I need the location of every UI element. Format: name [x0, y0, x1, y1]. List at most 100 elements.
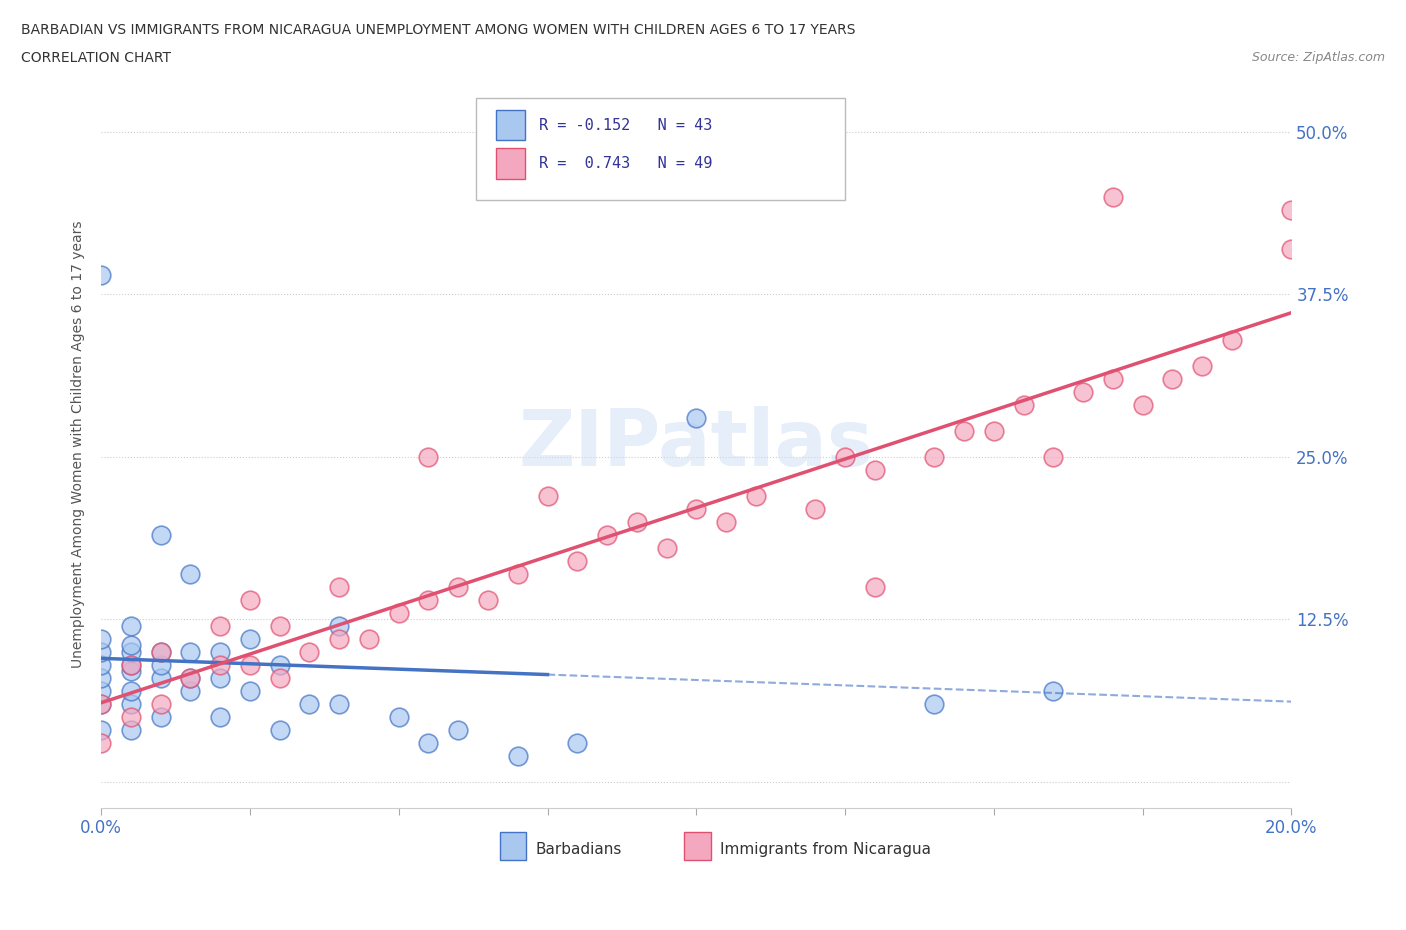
Point: [418, 449, 440, 464]
Point: [357, 631, 380, 646]
Point: [506, 566, 529, 581]
Point: [90, 697, 112, 711]
Text: R =  0.743   N = 49: R = 0.743 N = 49: [538, 156, 713, 171]
Point: [447, 723, 470, 737]
Text: R = -0.152   N = 43: R = -0.152 N = 43: [538, 118, 713, 133]
Point: [328, 631, 350, 646]
Point: [269, 723, 291, 737]
Point: [149, 644, 172, 659]
Point: [745, 488, 768, 503]
Point: [120, 618, 142, 633]
Point: [298, 697, 321, 711]
Point: [120, 658, 142, 672]
Point: [179, 644, 201, 659]
FancyBboxPatch shape: [477, 99, 845, 200]
Point: [1279, 203, 1302, 218]
Point: [90, 684, 112, 698]
Point: [1279, 242, 1302, 257]
Point: [863, 462, 886, 477]
Point: [298, 644, 321, 659]
Point: [655, 540, 678, 555]
Text: Source: ZipAtlas.com: Source: ZipAtlas.com: [1251, 51, 1385, 64]
Point: [477, 592, 499, 607]
Point: [1161, 371, 1184, 386]
Point: [149, 658, 172, 672]
Point: [149, 644, 172, 659]
Point: [90, 658, 112, 672]
Point: [1220, 333, 1243, 348]
Point: [328, 618, 350, 633]
Point: [983, 423, 1005, 438]
Point: [924, 697, 946, 711]
Point: [924, 449, 946, 464]
Point: [209, 658, 232, 672]
Point: [536, 488, 558, 503]
Point: [149, 697, 172, 711]
Point: [418, 736, 440, 751]
Point: [626, 514, 648, 529]
Point: [179, 566, 201, 581]
Point: [567, 736, 589, 751]
Bar: [685, 832, 710, 860]
Point: [90, 697, 112, 711]
Point: [328, 579, 350, 594]
Point: [120, 723, 142, 737]
Point: [120, 638, 142, 653]
Text: Immigrants from Nicaragua: Immigrants from Nicaragua: [720, 842, 931, 857]
Bar: [496, 110, 524, 140]
Point: [179, 671, 201, 685]
Point: [120, 697, 142, 711]
Point: [209, 710, 232, 724]
Point: [269, 658, 291, 672]
Point: [953, 423, 976, 438]
Text: BARBADIAN VS IMMIGRANTS FROM NICARAGUA UNEMPLOYMENT AMONG WOMEN WITH CHILDREN AG: BARBADIAN VS IMMIGRANTS FROM NICARAGUA U…: [21, 23, 856, 37]
Point: [685, 501, 707, 516]
Point: [120, 664, 142, 679]
Point: [714, 514, 737, 529]
Point: [90, 268, 112, 283]
Bar: [501, 832, 526, 860]
Point: [239, 592, 262, 607]
Point: [1191, 358, 1213, 373]
Point: [149, 671, 172, 685]
Point: [90, 631, 112, 646]
Text: ZIPatlas: ZIPatlas: [519, 405, 873, 482]
Point: [209, 618, 232, 633]
Point: [804, 501, 827, 516]
Point: [447, 579, 470, 594]
Point: [209, 644, 232, 659]
Point: [834, 449, 856, 464]
Point: [149, 710, 172, 724]
Point: [90, 723, 112, 737]
Point: [179, 684, 201, 698]
Point: [506, 749, 529, 764]
Point: [120, 710, 142, 724]
Point: [388, 710, 411, 724]
Point: [90, 644, 112, 659]
Point: [1071, 384, 1094, 399]
Point: [1042, 684, 1064, 698]
Point: [90, 671, 112, 685]
Point: [209, 671, 232, 685]
Point: [1132, 397, 1154, 412]
Point: [567, 553, 589, 568]
Bar: [496, 149, 524, 179]
Point: [239, 631, 262, 646]
Point: [239, 658, 262, 672]
Point: [863, 579, 886, 594]
Point: [269, 671, 291, 685]
Y-axis label: Unemployment Among Women with Children Ages 6 to 17 years: Unemployment Among Women with Children A…: [72, 220, 86, 668]
Point: [388, 605, 411, 620]
Point: [685, 410, 707, 425]
Point: [120, 644, 142, 659]
Point: [328, 697, 350, 711]
Point: [239, 684, 262, 698]
Point: [1012, 397, 1035, 412]
Point: [269, 618, 291, 633]
Point: [149, 527, 172, 542]
Point: [418, 592, 440, 607]
Point: [1042, 449, 1064, 464]
Point: [1101, 371, 1123, 386]
Point: [90, 736, 112, 751]
Point: [596, 527, 619, 542]
